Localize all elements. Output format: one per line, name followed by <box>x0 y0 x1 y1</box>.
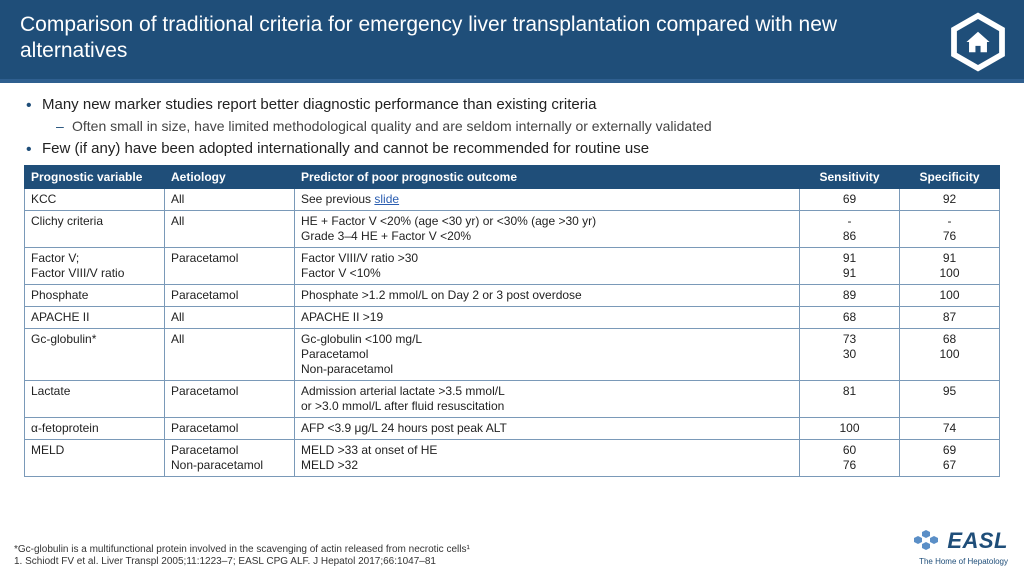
table-cell: -86 <box>800 210 900 247</box>
logo-tagline: The Home of Hepatology <box>913 557 1008 566</box>
table-cell: Clichy criteria <box>25 210 165 247</box>
bullet-item: Few (if any) have been adopted internati… <box>24 139 1000 159</box>
slide-link[interactable]: slide <box>374 192 399 206</box>
table-cell: Paracetamol <box>165 284 295 306</box>
table-cell: 92 <box>900 188 1000 210</box>
home-icon[interactable] <box>946 10 1010 74</box>
table-cell: 91100 <box>900 247 1000 284</box>
slide-title: Comparison of traditional criteria for e… <box>20 12 900 65</box>
table-cell: 74 <box>900 417 1000 439</box>
slide-content: Many new marker studies report better di… <box>0 83 1024 477</box>
table-cell: MELD <box>25 439 165 476</box>
bullet-item: Many new marker studies report better di… <box>24 95 1000 136</box>
table-cell: Admission arterial lactate >3.5 mmol/Lor… <box>295 380 800 417</box>
table-cell: Phosphate <box>25 284 165 306</box>
table-cell: 6967 <box>900 439 1000 476</box>
table-cell: 69 <box>800 188 900 210</box>
table-cell: Factor VIII/V ratio >30Factor V <10% <box>295 247 800 284</box>
criteria-table: Prognostic variableAetiologyPredictor of… <box>24 165 1000 477</box>
table-row: Gc-globulin*AllGc-globulin <100 mg/LPara… <box>25 328 1000 380</box>
table-cell: MELD >33 at onset of HEMELD >32 <box>295 439 800 476</box>
table-header: Prognostic variable <box>25 165 165 188</box>
table-cell: 9191 <box>800 247 900 284</box>
table-row: LactateParacetamolAdmission arterial lac… <box>25 380 1000 417</box>
table-cell: -76 <box>900 210 1000 247</box>
table-cell: 81 <box>800 380 900 417</box>
table-cell: Factor V;Factor VIII/V ratio <box>25 247 165 284</box>
easl-logo: EASL The Home of Hepatology <box>913 528 1008 566</box>
table-row: MELDParacetamolNon-paracetamolMELD >33 a… <box>25 439 1000 476</box>
table-cell: 100 <box>900 284 1000 306</box>
table-header: Specificity <box>900 165 1000 188</box>
table-row: APACHE IIAllAPACHE II >196887 <box>25 306 1000 328</box>
table-cell: Paracetamol <box>165 380 295 417</box>
sub-bullet-item: Often small in size, have limited method… <box>42 117 1000 136</box>
footnote-line: 1. Schiodt FV et al. Liver Transpl 2005;… <box>14 556 470 568</box>
table-cell: 95 <box>900 380 1000 417</box>
bullet-list: Many new marker studies report better di… <box>24 95 1000 159</box>
table-cell: 68 <box>800 306 900 328</box>
table-cell: All <box>165 188 295 210</box>
table-row: α-fetoproteinParacetamolAFP <3.9 μg/L 24… <box>25 417 1000 439</box>
table-cell: 68100 <box>900 328 1000 380</box>
table-cell: 100 <box>800 417 900 439</box>
table-cell: See previous slide <box>295 188 800 210</box>
table-cell: All <box>165 306 295 328</box>
table-cell: Gc-globulin* <box>25 328 165 380</box>
table-cell: ParacetamolNon-paracetamol <box>165 439 295 476</box>
table-cell: α-fetoprotein <box>25 417 165 439</box>
table-row: KCCAllSee previous slide6992 <box>25 188 1000 210</box>
table-row: Factor V;Factor VIII/V ratioParacetamolF… <box>25 247 1000 284</box>
table-cell: 89 <box>800 284 900 306</box>
table-row: PhosphateParacetamolPhosphate >1.2 mmol/… <box>25 284 1000 306</box>
footnote-line: *Gc-globulin is a multifunctional protei… <box>14 544 470 556</box>
table-cell: Paracetamol <box>165 247 295 284</box>
table-cell: KCC <box>25 188 165 210</box>
table-cell: APACHE II <box>25 306 165 328</box>
table-header: Sensitivity <box>800 165 900 188</box>
table-cell: 6076 <box>800 439 900 476</box>
slide-header: Comparison of traditional criteria for e… <box>0 0 1024 83</box>
footnote: *Gc-globulin is a multifunctional protei… <box>14 544 470 568</box>
table-cell: Gc-globulin <100 mg/LParacetamolNon-para… <box>295 328 800 380</box>
table-cell: 7330 <box>800 328 900 380</box>
table-cell: AFP <3.9 μg/L 24 hours post peak ALT <box>295 417 800 439</box>
table-cell: Lactate <box>25 380 165 417</box>
table-cell: HE + Factor V <20% (age <30 yr) or <30% … <box>295 210 800 247</box>
table-header: Aetiology <box>165 165 295 188</box>
table-cell: All <box>165 328 295 380</box>
table-header: Predictor of poor prognostic outcome <box>295 165 800 188</box>
table-cell: Phosphate >1.2 mmol/L on Day 2 or 3 post… <box>295 284 800 306</box>
table-cell: 87 <box>900 306 1000 328</box>
logo-brand: EASL <box>947 528 1008 553</box>
table-cell: APACHE II >19 <box>295 306 800 328</box>
table-row: Clichy criteriaAllHE + Factor V <20% (ag… <box>25 210 1000 247</box>
table-cell: All <box>165 210 295 247</box>
table-cell: Paracetamol <box>165 417 295 439</box>
